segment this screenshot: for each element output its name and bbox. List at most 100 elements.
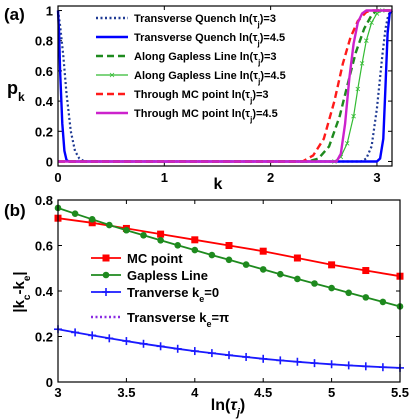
legend-swatch-marker-b	[109, 72, 115, 78]
x-tick-label: 4.5	[254, 385, 272, 400]
x-axis-label: ln(τj)	[211, 397, 245, 419]
x-tick-label: 3	[54, 385, 61, 400]
series-3-point	[242, 352, 251, 361]
series-group	[56, 8, 393, 164]
legend-item: Transverse ke=π	[91, 310, 229, 329]
series-line-6	[58, 9, 392, 163]
x-tick-label: 0	[54, 170, 61, 185]
x-axis-label: k	[214, 176, 223, 193]
series-2-point	[123, 226, 130, 234]
legend-item: MC point	[91, 251, 183, 266]
series-3-point	[310, 359, 319, 368]
series-2-point	[328, 284, 335, 292]
legend-item: Tranverse ke=0	[91, 285, 219, 304]
legend-label-sub: j	[249, 96, 252, 105]
series-1-point	[328, 261, 336, 269]
series-3-point	[190, 347, 199, 356]
x-axis-label-main: ln(	[211, 397, 231, 414]
series-2-point	[225, 256, 233, 264]
legend-swatch-marker	[102, 288, 110, 296]
legend-item: Through MC point ln(τj)=3	[96, 89, 269, 105]
legend-label: Through MC point ln(τj)=4.5	[134, 108, 278, 124]
y-tick-label: 0.8	[35, 34, 53, 49]
series-4-marker	[374, 11, 380, 16]
series-2-point	[294, 275, 301, 283]
legend-label: Gapless Line	[127, 268, 208, 283]
y-axis-label: |kc-ke|	[11, 271, 33, 312]
legend-label: Through MC point ln(τj)=3	[134, 89, 269, 105]
series-4-marker-b	[351, 113, 356, 119]
legend-label-sub: j	[257, 77, 260, 86]
y-axis-label-main: p	[7, 78, 18, 98]
plot-frame	[57, 5, 393, 167]
legend-swatch-marker	[102, 271, 110, 279]
legend-item: Gapless Line	[91, 268, 208, 283]
y-axis-label-tail: |	[11, 271, 28, 275]
series-1-point	[88, 219, 96, 227]
y-tick-label: 0.2	[35, 330, 53, 345]
series-3-point	[225, 351, 233, 360]
y-tick-label: 0.4	[35, 94, 54, 109]
x-tick-label: 1	[161, 170, 168, 185]
series-1-point	[157, 230, 165, 238]
legend-item: Along Gapless Line ln(τj)=4.5	[96, 70, 286, 86]
series-3-point	[293, 357, 302, 366]
legend-label-text: MC point	[127, 251, 183, 266]
y-tick-label: 0.6	[35, 64, 53, 79]
series-1-point	[259, 247, 267, 255]
y-axis-label-sub2: e	[22, 275, 33, 281]
panel-a: (a) 0 1 2 3 0 0.2 0.4 0.6 0.8 1 Transverse Quench l…	[4, 4, 393, 193]
legend-label-text: Along Gapless Line ln(τ	[134, 51, 258, 63]
legend-label-tail: )=3	[260, 51, 276, 63]
legend-label-text: Along Gapless Line ln(τ	[134, 70, 258, 82]
y-axis-label: pk	[7, 78, 25, 104]
legend-label-sub: e	[199, 294, 204, 304]
legend-label-tail: =0	[204, 285, 219, 300]
legend-label-tail: )=3	[260, 13, 276, 25]
series-4-marker-b	[355, 86, 361, 92]
series-4-marker-b	[359, 61, 365, 66]
legend-label-tail: )=4.5	[260, 32, 285, 44]
legend-label-sub: e	[207, 319, 212, 329]
panel-label: (a)	[4, 5, 25, 24]
y-tick-label: 0.4	[35, 284, 54, 299]
series-3-point	[173, 344, 182, 353]
series-3-point	[156, 342, 165, 351]
y-tick-label: 0.8	[35, 193, 53, 208]
legend-label-text: Transverse Quench ln(τ	[134, 32, 258, 44]
series-1-point	[225, 242, 233, 249]
series-2-point	[259, 266, 267, 273]
legend-label-text: Transverse Quench ln(τ	[134, 13, 258, 25]
x-axis-label-sub: j	[235, 407, 241, 419]
legend-label: Along Gapless Line ln(τj)=4.5	[134, 70, 286, 86]
legend-label-sub: j	[249, 115, 252, 124]
legend-label-sub: j	[257, 20, 260, 29]
legend-item: Transverse Quench ln(τj)=4.5	[96, 32, 285, 48]
legend-label: Tranverse ke=0	[127, 285, 219, 304]
legend-label-sub: j	[257, 58, 260, 67]
x-axis-label-tail: )	[240, 397, 245, 414]
legend-label-text: Gapless Line	[127, 268, 208, 283]
legend-item: Transverse Quench ln(τj)=3	[96, 13, 276, 29]
series-3-point	[361, 362, 370, 371]
legend-item: Along Gapless Line ln(τj)=3	[96, 51, 277, 67]
legend-label: MC point	[127, 251, 183, 266]
x-tick-label: 3	[373, 170, 380, 185]
y-axis-label-mid: -k	[11, 281, 28, 295]
series-4-marker	[364, 38, 369, 43]
series-2-point	[345, 289, 353, 297]
series-2-point	[277, 270, 284, 278]
legend-label: Transverse Quench ln(τj)=4.5	[134, 32, 285, 48]
series-1-point	[191, 236, 199, 244]
series-3-point	[344, 361, 353, 370]
y-axis-label-a: |k	[11, 299, 28, 312]
legend-label-tail: =π	[212, 310, 230, 325]
series-4-marker	[369, 20, 374, 25]
x-axis-label-var: τ	[230, 397, 238, 414]
series-group	[54, 204, 404, 372]
legend-label: Along Gapless Line ln(τj)=3	[134, 51, 277, 67]
x-tick-label: 5.5	[391, 385, 409, 400]
legend-label-text: Through MC point ln(τ	[134, 108, 250, 120]
legend-label: Transverse ke=π	[127, 310, 229, 329]
